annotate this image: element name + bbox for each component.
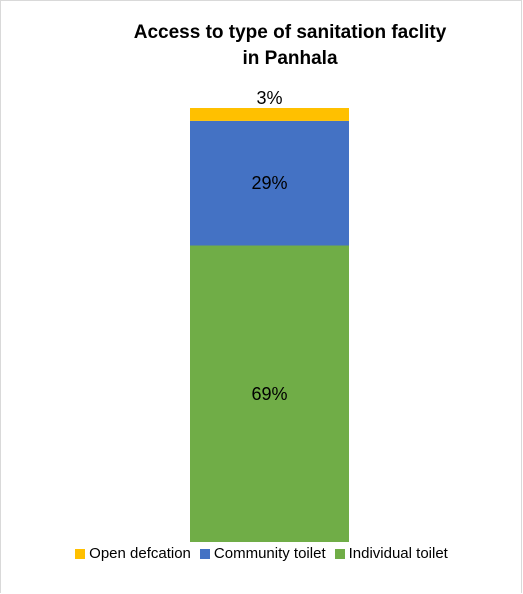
chart-title-line-2: in Panhala	[242, 48, 338, 69]
data-label-open-defcation: 3%	[256, 88, 282, 108]
legend-label-community-toilet: Community toilet	[213, 545, 326, 562]
legend-item-individual-toilet: Individual toilet	[334, 545, 448, 562]
legend-swatch-individual-toilet	[334, 548, 345, 559]
bar-segment-open-defcation	[190, 108, 349, 121]
chart-title-line-1: Access to type of sanitation faclity	[133, 22, 447, 43]
bar-segment-individual-toilet	[190, 245, 349, 542]
bar-segment-community-toilet	[190, 120, 349, 246]
chart-legend: Open defcation Community toilet Individu…	[0, 545, 523, 562]
legend-label-open-defcation: Open defcation	[89, 545, 191, 562]
legend-swatch-open-defcation	[75, 548, 86, 559]
data-label-individual-toilet: 69%	[251, 384, 287, 404]
legend-item-community-toilet: Community toilet	[199, 545, 326, 562]
legend-swatch-community-toilet	[199, 548, 210, 559]
data-label-community-toilet: 29%	[251, 173, 287, 193]
legend-item-open-defcation: Open defcation	[75, 545, 191, 562]
legend-label-individual-toilet: Individual toilet	[348, 545, 448, 562]
